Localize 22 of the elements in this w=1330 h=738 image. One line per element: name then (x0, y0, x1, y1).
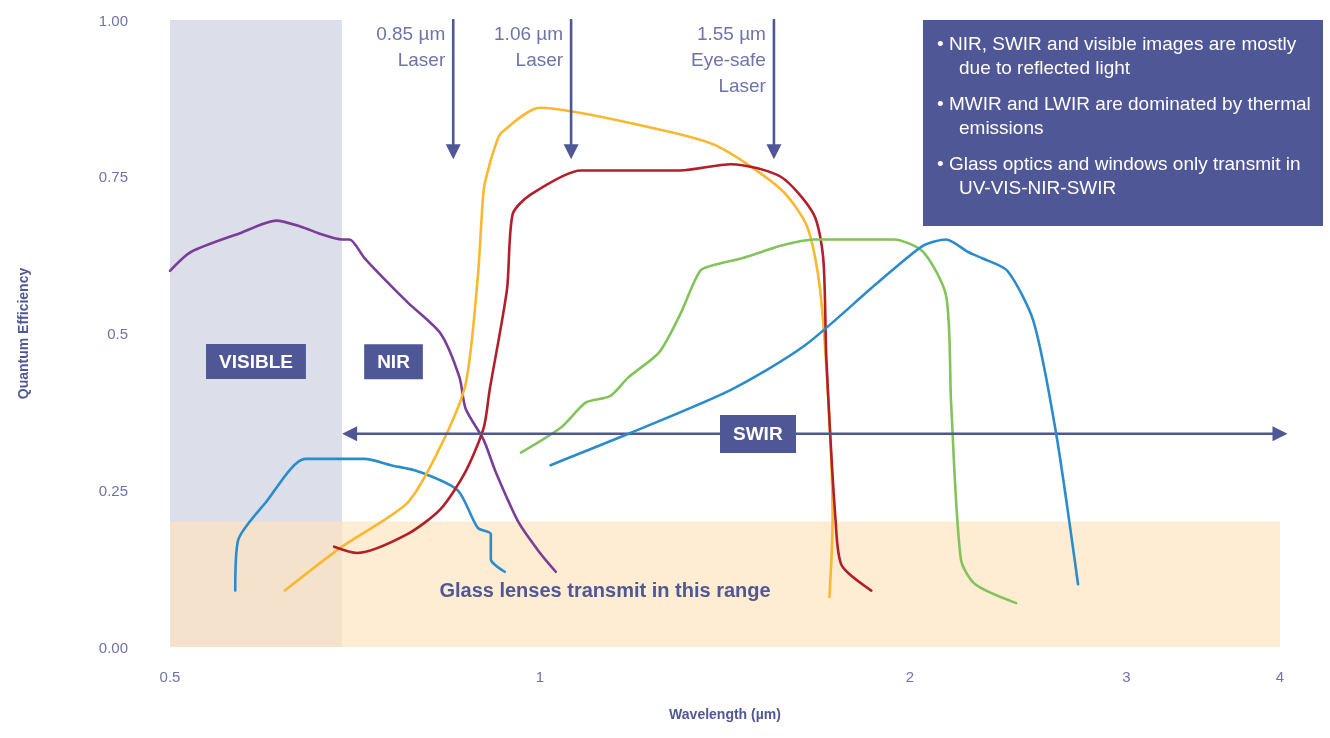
x-tick-label: 3 (1122, 668, 1131, 685)
y-tick-label: 1.00 (98, 11, 128, 29)
y-tick-label: 0.25 (98, 481, 128, 499)
annotation: • Glass optics and windows only transmit in UV-VIS-NIR-SWIR (937, 152, 1302, 200)
annotation: • NIR, SWIR and visible images are mostly due to reflected light (937, 32, 1298, 80)
band-label: Glass lenses transmit in this range (439, 579, 771, 601)
y-axis-title: Quantum Efficiency (15, 267, 31, 400)
x-tick-label: 4 (1275, 668, 1285, 685)
series-label: 1.06 µm Laser (494, 22, 564, 70)
band-label: VISIBLE (219, 351, 293, 372)
x-tick-label: 2 (905, 668, 915, 685)
y-tick-label: 0.75 (98, 168, 128, 186)
y-tick-label: 0.00 (98, 638, 128, 656)
annotation: NIR (377, 351, 411, 373)
annotation: • MWIR and LWIR are dominated by thermal emissions (937, 92, 1312, 140)
series-label: 1.55 µm Eye-safe Laser (685, 22, 767, 96)
series-label: SWIR (720, 415, 796, 453)
x-tick-label: 1 (535, 668, 545, 685)
y-tick-label: 0.5 (107, 325, 128, 342)
series-label: 0.85 µm Laser (376, 22, 446, 70)
x-axis-title: Wavelength (µm) (669, 706, 781, 722)
x-tick-label: 0.5 (159, 668, 181, 685)
